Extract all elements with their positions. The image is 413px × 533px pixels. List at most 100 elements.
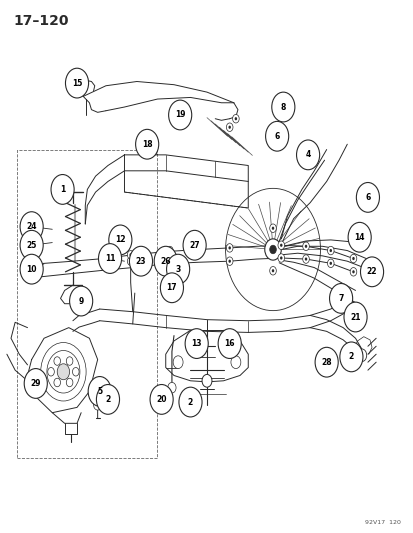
Circle shape bbox=[277, 241, 284, 249]
Circle shape bbox=[127, 251, 134, 259]
Text: 92V17  120: 92V17 120 bbox=[364, 520, 400, 526]
Circle shape bbox=[66, 357, 73, 365]
Circle shape bbox=[230, 356, 240, 368]
Text: 2: 2 bbox=[188, 398, 192, 407]
Circle shape bbox=[327, 259, 333, 268]
Text: 8: 8 bbox=[280, 102, 285, 111]
Circle shape bbox=[93, 399, 102, 410]
Text: 24: 24 bbox=[26, 222, 37, 231]
Circle shape bbox=[314, 348, 337, 377]
Circle shape bbox=[54, 378, 60, 387]
Text: 6: 6 bbox=[274, 132, 279, 141]
Circle shape bbox=[173, 356, 183, 368]
Circle shape bbox=[302, 242, 309, 251]
Text: 10: 10 bbox=[26, 265, 37, 273]
Text: 22: 22 bbox=[366, 268, 376, 276]
Text: 23: 23 bbox=[135, 257, 146, 265]
Circle shape bbox=[129, 260, 132, 263]
Circle shape bbox=[343, 302, 366, 332]
Text: 7: 7 bbox=[337, 294, 343, 303]
Text: 28: 28 bbox=[320, 358, 331, 367]
Circle shape bbox=[218, 329, 241, 359]
Text: 21: 21 bbox=[349, 312, 360, 321]
Circle shape bbox=[329, 249, 331, 252]
Text: 19: 19 bbox=[175, 110, 185, 119]
Circle shape bbox=[47, 351, 80, 393]
Circle shape bbox=[57, 364, 69, 379]
Circle shape bbox=[160, 273, 183, 303]
Circle shape bbox=[168, 100, 191, 130]
Circle shape bbox=[47, 368, 54, 376]
Circle shape bbox=[271, 269, 273, 272]
Circle shape bbox=[360, 257, 383, 287]
Circle shape bbox=[185, 329, 208, 359]
Circle shape bbox=[339, 342, 362, 372]
Text: 17: 17 bbox=[166, 283, 177, 292]
Circle shape bbox=[178, 387, 202, 417]
Circle shape bbox=[20, 212, 43, 241]
Circle shape bbox=[127, 257, 134, 265]
Circle shape bbox=[20, 254, 43, 284]
Circle shape bbox=[69, 286, 93, 316]
Text: 29: 29 bbox=[31, 379, 41, 388]
Circle shape bbox=[135, 130, 158, 159]
Circle shape bbox=[228, 126, 230, 129]
Circle shape bbox=[109, 225, 132, 255]
Circle shape bbox=[66, 378, 73, 387]
Circle shape bbox=[304, 257, 306, 261]
Text: 18: 18 bbox=[142, 140, 152, 149]
Circle shape bbox=[167, 382, 176, 393]
Circle shape bbox=[154, 246, 177, 276]
Circle shape bbox=[129, 253, 132, 256]
Text: 3: 3 bbox=[175, 265, 180, 273]
Circle shape bbox=[150, 384, 173, 414]
Circle shape bbox=[265, 122, 288, 151]
Circle shape bbox=[20, 230, 43, 260]
Circle shape bbox=[98, 244, 121, 273]
Text: 9: 9 bbox=[78, 296, 83, 305]
Circle shape bbox=[226, 244, 233, 252]
Circle shape bbox=[269, 245, 275, 254]
Circle shape bbox=[271, 92, 294, 122]
Text: 14: 14 bbox=[354, 233, 364, 242]
Circle shape bbox=[226, 123, 233, 132]
Circle shape bbox=[226, 257, 233, 265]
Text: 5: 5 bbox=[97, 387, 102, 396]
Text: 6: 6 bbox=[364, 193, 370, 202]
Circle shape bbox=[168, 249, 171, 252]
Text: 2: 2 bbox=[105, 395, 110, 404]
Text: 20: 20 bbox=[156, 395, 166, 404]
Text: 11: 11 bbox=[104, 254, 115, 263]
Circle shape bbox=[329, 284, 352, 313]
Circle shape bbox=[296, 140, 319, 169]
Circle shape bbox=[349, 254, 356, 263]
Circle shape bbox=[228, 260, 230, 263]
Circle shape bbox=[356, 182, 379, 212]
Circle shape bbox=[277, 254, 284, 262]
Circle shape bbox=[166, 246, 173, 255]
Circle shape bbox=[349, 268, 356, 276]
Text: 13: 13 bbox=[191, 339, 202, 348]
Circle shape bbox=[279, 256, 282, 260]
Circle shape bbox=[160, 257, 166, 265]
Circle shape bbox=[351, 270, 354, 273]
Text: 17–120: 17–120 bbox=[13, 14, 69, 28]
Circle shape bbox=[228, 246, 230, 249]
Circle shape bbox=[329, 262, 331, 265]
Circle shape bbox=[54, 357, 60, 365]
Circle shape bbox=[327, 246, 333, 255]
Circle shape bbox=[302, 255, 309, 263]
Circle shape bbox=[202, 374, 211, 387]
Circle shape bbox=[88, 376, 111, 406]
Circle shape bbox=[351, 257, 354, 260]
Circle shape bbox=[271, 227, 273, 230]
Text: 26: 26 bbox=[160, 257, 171, 265]
Text: 25: 25 bbox=[26, 241, 37, 250]
Circle shape bbox=[162, 260, 164, 263]
Circle shape bbox=[24, 368, 47, 398]
Circle shape bbox=[304, 245, 306, 248]
Text: 16: 16 bbox=[224, 339, 234, 348]
Text: 1: 1 bbox=[60, 185, 65, 194]
Text: 4: 4 bbox=[305, 150, 310, 159]
Circle shape bbox=[72, 368, 79, 376]
